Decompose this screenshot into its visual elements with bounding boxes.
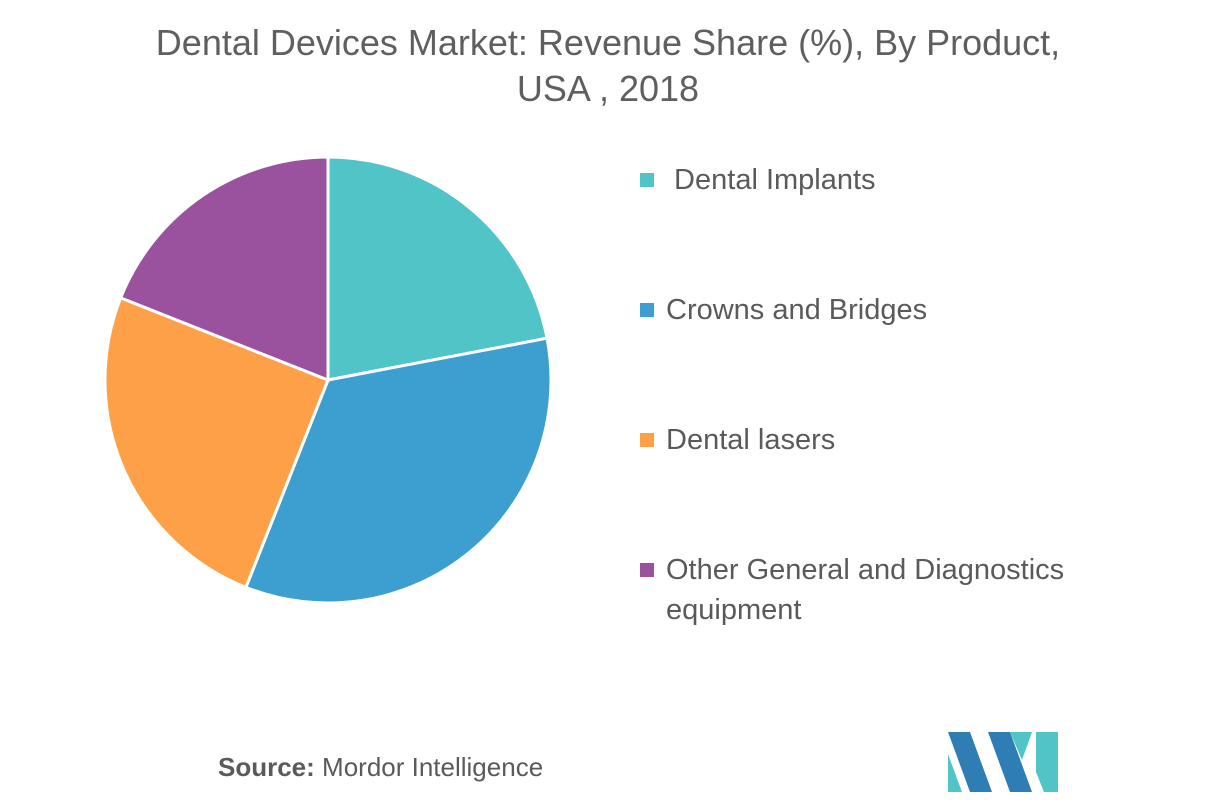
source-label: Source: — [218, 752, 315, 782]
legend-label: Crowns and Bridges — [666, 294, 928, 326]
pie-slice-dental-lasers — [103, 295, 330, 590]
logo-shape-mid — [988, 732, 1032, 792]
chart-title: Dental Devices Market: Revenue Share (%)… — [0, 20, 1216, 112]
legend-item-other-equipment: Other General and Diagnostics equipment — [640, 550, 1106, 630]
legend-item-dental-implants: Dental Implants — [640, 160, 1106, 200]
mordor-intelligence-logo — [948, 732, 1058, 792]
logo-shape-right — [1036, 732, 1058, 792]
source-note: Source: Mordor Intelligence — [218, 752, 543, 783]
pie-slice-crowns-and-bridges — [243, 336, 553, 605]
legend-label: Dental lasers — [666, 424, 836, 456]
legend-swatch — [640, 563, 654, 577]
logo-shape-mid-left — [948, 754, 962, 792]
logo-shape-accent — [1010, 732, 1032, 760]
chart-title-line-2: USA , 2018 — [516, 68, 700, 109]
pie-slice-dental-implants — [326, 155, 549, 382]
chart-title-line-1: Dental Devices Market: Revenue Share (%)… — [155, 22, 1061, 63]
legend-label: Other General and Diagnostics equipment — [666, 554, 1065, 626]
legend-item-crowns-and-bridges: Crowns and Bridges — [640, 290, 1106, 330]
logo-shape-left — [948, 732, 992, 792]
legend-item-dental-lasers: Dental lasers — [640, 420, 1106, 460]
legend-swatch — [640, 173, 654, 187]
legend-label: Dental Implants — [666, 164, 876, 196]
legend-swatch — [640, 433, 654, 447]
pie-slice-other-equipment — [118, 155, 330, 383]
legend-swatch — [640, 303, 654, 317]
source-text: Mordor Intelligence — [314, 752, 544, 782]
